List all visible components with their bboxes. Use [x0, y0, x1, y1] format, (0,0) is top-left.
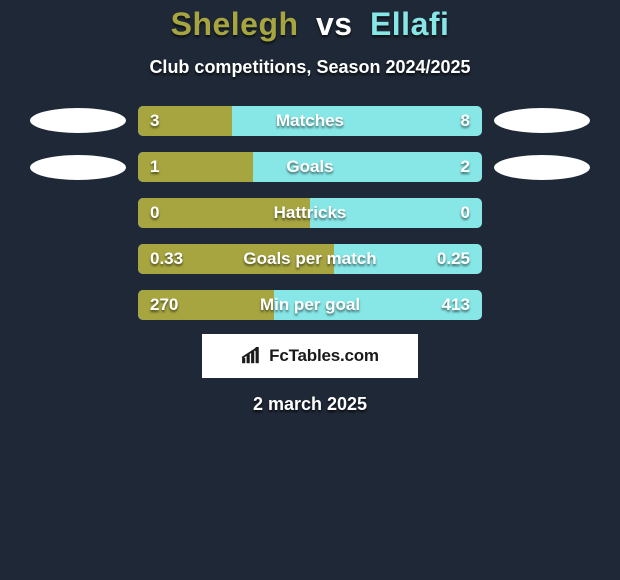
- brand-text: FcTables.com: [269, 346, 379, 366]
- stat-label: Hattricks: [138, 198, 482, 228]
- subtitle: Club competitions, Season 2024/2025: [149, 57, 470, 78]
- badge-col-right: [482, 106, 602, 202]
- stats-card: Shelegh vs Ellafi Club competitions, Sea…: [0, 0, 620, 580]
- stat-value-right: 0.25: [437, 244, 470, 274]
- title-vs: vs: [316, 6, 353, 42]
- stat-value-right: 0: [461, 198, 470, 228]
- date: 2 march 2025: [253, 394, 367, 415]
- stat-value-right: 413: [442, 290, 470, 320]
- stat-bars: 3Matches8 1Goals2 0Hattricks0 0.33Goals per…: [138, 106, 482, 320]
- title-player2: Ellafi: [370, 6, 449, 42]
- stat-bar: 3Matches8: [138, 106, 482, 136]
- stat-label: Goals: [138, 152, 482, 182]
- brand-banner: FcTables.com: [202, 334, 418, 378]
- stat-bar: 1Goals2: [138, 152, 482, 182]
- bar-chart-icon: [241, 347, 263, 365]
- team-badge-right-1: [494, 108, 590, 133]
- stat-value-right: 2: [461, 152, 470, 182]
- team-badge-right-2: [494, 155, 590, 180]
- stat-bar: 0Hattricks0: [138, 198, 482, 228]
- stat-label: Min per goal: [138, 290, 482, 320]
- content-row: 3Matches8 1Goals2 0Hattricks0 0.33Goals per…: [0, 106, 620, 320]
- title: Shelegh vs Ellafi: [171, 6, 450, 43]
- stat-bar: 270Min per goal413: [138, 290, 482, 320]
- badge-col-left: [18, 106, 138, 202]
- stat-bar: 0.33Goals per match0.25: [138, 244, 482, 274]
- stat-label: Goals per match: [138, 244, 482, 274]
- title-player1: Shelegh: [171, 6, 299, 42]
- team-badge-left-1: [30, 108, 126, 133]
- stat-label: Matches: [138, 106, 482, 136]
- team-badge-left-2: [30, 155, 126, 180]
- stat-value-right: 8: [461, 106, 470, 136]
